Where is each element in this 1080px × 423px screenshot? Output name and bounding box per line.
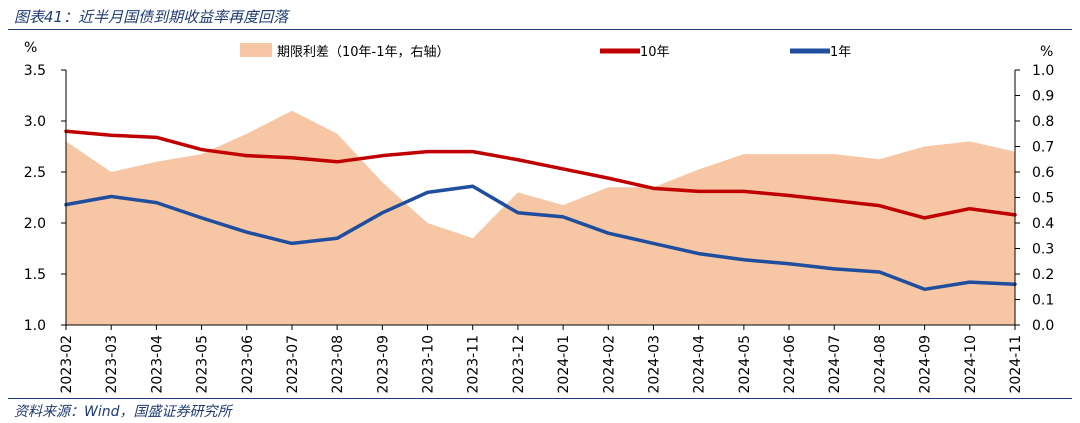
x-tick-label: 2024-11: [1008, 335, 1024, 394]
right-axis-unit: %: [1040, 44, 1053, 60]
title-bar: 图表41：近半月国债到期收益率再度回落: [0, 0, 1080, 30]
x-tick-label: 2024-04: [692, 335, 708, 394]
right-tick-label: 0.4: [1032, 216, 1054, 232]
right-tick-label: 0.6: [1032, 165, 1054, 181]
right-tick-label: 0.8: [1032, 114, 1054, 130]
axes-layer: 1.0 1.5 2.0 2.5 3.0 3.5 0.0 0.1 0.2 0.3 0.4 0.5 0.6 0…: [24, 63, 1055, 394]
x-tick-label: 2023-06: [240, 335, 256, 394]
left-axis-unit: %: [24, 40, 37, 56]
x-tick-label: 2023-11: [466, 335, 482, 394]
x-tick-label: 2023-07: [285, 335, 301, 394]
x-tick-label: 2024-09: [918, 335, 934, 394]
x-tick-label: 2023-05: [195, 335, 211, 394]
legend-label-10y: 10年: [640, 45, 670, 60]
yield-chart: % % 1.0 1.5 2.0 2.5 3.0 3.5 0.0 0.1 0.2 0.3 0.4 0.5…: [24, 40, 1055, 394]
legend: 期限利差（10年-1年，右轴） 10年 1年: [240, 43, 851, 60]
legend-label-1y: 1年: [830, 45, 851, 60]
x-tick-label: 2023-12: [511, 335, 527, 394]
spread-area-layer: [66, 110, 1015, 325]
yield-lines-layer: [64, 129, 1017, 292]
x-tick-label: 2023-03: [104, 335, 120, 394]
legend-label-spread: 期限利差（10年-1年，右轴）: [277, 45, 450, 60]
x-tick-label: 2024-10: [963, 335, 979, 394]
x-tick-label: 2023-02: [59, 335, 75, 394]
x-tick-label: 2023-10: [421, 335, 437, 394]
x-tick-label: 2024-05: [737, 335, 753, 394]
source-note: 资料来源：Wind，国盛证券研究所: [14, 404, 232, 420]
left-tick-label: 2.5: [24, 165, 46, 181]
right-tick-label: 0.7: [1032, 140, 1054, 156]
legend-swatch-spread: [240, 43, 272, 57]
right-tick-label: 0.9: [1032, 89, 1054, 105]
x-tick-label: 2024-07: [827, 335, 843, 394]
right-tick-label: 0.1: [1032, 293, 1054, 309]
figure-title: 图表41：近半月国债到期收益率再度回落: [14, 8, 289, 26]
x-tick-label: 2024-01: [556, 335, 572, 394]
left-tick-label: 1.5: [24, 267, 46, 283]
x-tick-label: 2023-04: [149, 335, 165, 394]
x-tick-label: 2024-06: [782, 335, 798, 394]
x-tick-label: 2023-09: [375, 335, 391, 394]
x-tick-label: 2024-08: [872, 335, 888, 394]
right-tick-label: 0.0: [1032, 318, 1054, 334]
left-tick-label: 3.5: [24, 63, 46, 79]
x-tick-label: 2024-03: [646, 335, 662, 394]
series-line-1y: [64, 184, 1017, 292]
title-divider: [8, 29, 1072, 30]
spread-area: [66, 110, 1015, 325]
right-tick-label: 0.5: [1032, 191, 1054, 207]
left-tick-label: 1.0: [24, 318, 46, 334]
source-divider: [8, 398, 1072, 399]
right-tick-label: 1.0: [1032, 63, 1054, 79]
series-line-10y: [64, 129, 1017, 220]
left-tick-label: 3.0: [24, 114, 46, 130]
x-tick-label: 2024-02: [601, 335, 617, 394]
left-tick-label: 2.0: [24, 216, 46, 232]
x-tick-label: 2023-08: [330, 335, 346, 394]
right-tick-label: 0.2: [1032, 267, 1054, 283]
right-tick-label: 0.3: [1032, 242, 1054, 258]
